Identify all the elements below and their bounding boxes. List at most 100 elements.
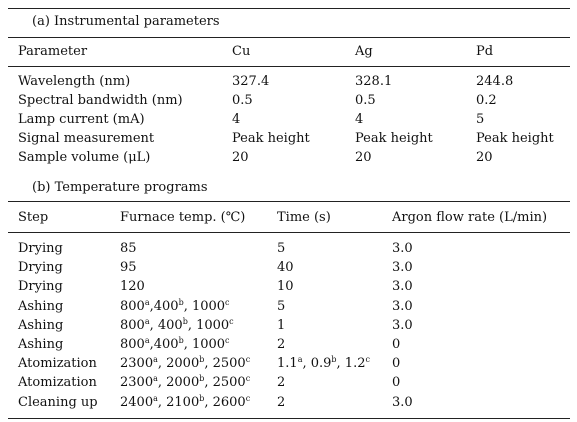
- cell-text: , 2500: [204, 375, 246, 391]
- table-cell: Peak height: [355, 131, 433, 146]
- table-cell: Peak height: [476, 131, 554, 146]
- rule: [8, 418, 570, 419]
- cell-text: ,400: [149, 337, 179, 352]
- table-cell: Drying: [18, 260, 63, 276]
- superscript: a: [144, 316, 150, 326]
- table-cell: 4: [232, 112, 241, 127]
- rule: [8, 232, 570, 233]
- table-cell: Atomization: [18, 375, 97, 391]
- column-header: Pd: [476, 44, 494, 59]
- table-cell: 20: [355, 150, 372, 165]
- table-cell: Spectral bandwidth (nm): [18, 93, 183, 108]
- table-cell: 5: [277, 298, 286, 314]
- superscript: c: [245, 393, 251, 403]
- column-header: Argon flow rate (L/min): [392, 210, 548, 225]
- table-cell: 0.5: [355, 93, 376, 108]
- superscript: c: [245, 355, 251, 365]
- table-cell: 327.4: [232, 74, 270, 89]
- cell-text: , 2100: [157, 394, 200, 410]
- cell-text: 2300: [120, 356, 154, 372]
- table-cell: 2: [277, 337, 286, 352]
- superscript: b: [178, 297, 184, 307]
- table-cell: Peak height: [232, 131, 310, 146]
- table-cell: Ashing: [18, 317, 64, 333]
- superscript: b: [199, 393, 205, 403]
- cell-text: , 0.9: [302, 356, 332, 372]
- table-cell: 20: [232, 150, 249, 165]
- superscript: c: [225, 336, 230, 345]
- superscript: a: [153, 393, 158, 403]
- cell-text: 1.1: [277, 356, 298, 372]
- table-cell: 0: [392, 375, 401, 391]
- cell-text: , 1000: [183, 337, 226, 352]
- cell-text: , 1.2: [336, 356, 366, 372]
- table-cell: Sample volume (μL): [18, 150, 151, 165]
- table-cell: 244.8: [476, 74, 514, 89]
- table-cell: Drying: [18, 241, 63, 256]
- superscript: c: [225, 297, 230, 307]
- table-cell: 20: [476, 150, 493, 165]
- rule: [8, 8, 570, 9]
- superscript: a: [144, 336, 150, 345]
- superscript: c: [365, 355, 370, 365]
- superscript: b: [199, 355, 205, 365]
- rule: [8, 37, 570, 38]
- superscript: b: [199, 374, 205, 384]
- superscript: a: [144, 297, 150, 307]
- table-cell: 10: [277, 279, 294, 295]
- superscript: a: [153, 374, 158, 384]
- cell-text: 800: [120, 337, 145, 352]
- column-header: Step: [18, 210, 49, 225]
- cell-text: 2400: [120, 394, 154, 410]
- cell-text: 2300: [120, 375, 154, 391]
- table-cell: 2300a, 2000b, 2500c: [120, 356, 250, 372]
- table-cell: Wavelength (nm): [18, 74, 131, 89]
- cell-text: , 2000: [157, 375, 200, 391]
- table-cell: 85: [120, 241, 137, 256]
- table-cell: 2: [277, 394, 286, 410]
- column-header: Ag: [355, 44, 373, 59]
- table-cell: 0: [392, 337, 401, 352]
- table-cell: 0: [392, 356, 401, 372]
- column-header: Cu: [232, 44, 251, 59]
- cell-text: , 2600: [204, 394, 246, 410]
- table-cell: Cleaning up: [18, 394, 98, 410]
- table-cell: 1.1a, 0.9b, 1.2c: [277, 356, 370, 372]
- superscript: b: [182, 316, 188, 326]
- superscript: a: [153, 355, 158, 365]
- cell-text: 800: [120, 298, 145, 314]
- table-cell: 800a, 400b, 1000c: [120, 316, 234, 334]
- superscript: b: [178, 336, 184, 345]
- table-cell: 0.2: [476, 93, 497, 108]
- cell-text: , 1000: [183, 298, 226, 314]
- table-cell: 3.0: [392, 298, 413, 314]
- cell-text: , 1000: [187, 317, 230, 333]
- column-header: Parameter: [18, 44, 88, 59]
- table-cell: 3.0: [392, 241, 413, 256]
- cell-text: , 400: [149, 317, 183, 333]
- table-cell: 0.5: [232, 93, 253, 108]
- superscript: b: [331, 355, 337, 365]
- table-cell: 3.0: [392, 260, 413, 276]
- table-cell: 3.0: [392, 279, 413, 295]
- table-cell: Drying: [18, 279, 63, 295]
- table-cell: 2: [277, 375, 286, 391]
- table-cell: 95: [120, 260, 137, 276]
- table-cell: Lamp current (mA): [18, 112, 145, 127]
- table-cell: 328.1: [355, 74, 393, 89]
- table-cell: 2400a, 2100b, 2600c: [120, 393, 251, 411]
- table-cell: 5: [476, 112, 485, 127]
- table-cell: 120: [120, 279, 145, 295]
- rule: [8, 66, 570, 67]
- table-cell: 800a,400b, 1000c: [120, 337, 230, 353]
- table-cell: 5: [277, 241, 286, 256]
- superscript: a: [297, 355, 303, 365]
- cell-text: 800: [120, 317, 145, 333]
- section-title: (a) Instrumental parameters: [32, 14, 220, 29]
- section-title: (b) Temperature programs: [32, 180, 208, 195]
- table-cell: 4: [355, 112, 364, 127]
- table-cell: 800a,400b, 1000c: [120, 297, 230, 315]
- table-cell: 40: [277, 260, 294, 276]
- cell-text: , 2500: [204, 356, 246, 372]
